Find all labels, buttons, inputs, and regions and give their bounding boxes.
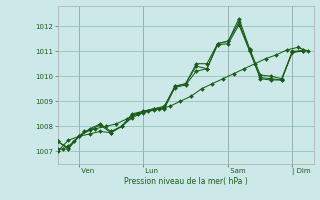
X-axis label: Pression niveau de la mer( hPa ): Pression niveau de la mer( hPa )	[124, 177, 247, 186]
